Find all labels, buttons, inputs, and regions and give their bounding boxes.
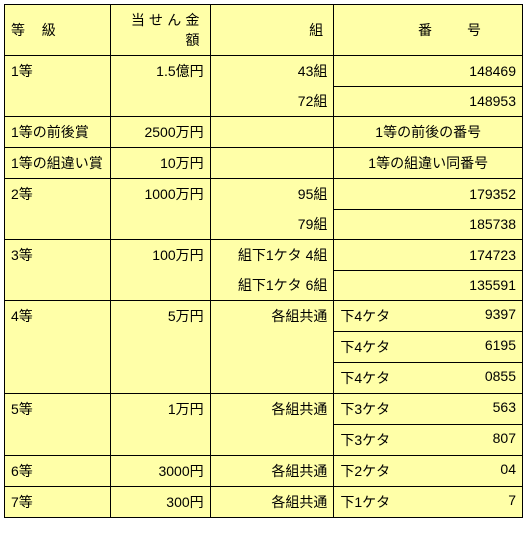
table-row: 7等300円各組共通下1ケタ 7 (5, 487, 523, 518)
header-group: 組 (210, 5, 334, 56)
number-value: 0855 (485, 368, 516, 388)
cell-grade (5, 209, 111, 240)
cell-amount (110, 209, 210, 240)
cell-number: 1等の前後の番号 (334, 117, 523, 148)
cell-amount: 300円 (110, 487, 210, 518)
number-value: 563 (493, 399, 516, 419)
cell-amount: 1.5億円 (110, 56, 210, 87)
cell-amount (110, 270, 210, 301)
cell-grade: 6等 (5, 456, 111, 487)
table-row: 組下1ケタ 6組135591 (5, 270, 523, 301)
table-row: 2等1000万円95組179352 (5, 179, 523, 210)
cell-grade: 3等 (5, 240, 111, 271)
table-row: 下3ケタ 807 (5, 425, 523, 456)
table-row: 5等1万円各組共通下3ケタ 563 (5, 394, 523, 425)
table-body: 1等1.5億円43組14846972組1489531等の前後賞2500万円1等の… (5, 56, 523, 518)
cell-number: 下4ケタ 9397 (334, 301, 523, 332)
cell-grade: 1等 (5, 56, 111, 87)
cell-amount (110, 363, 210, 394)
cell-number: 下2ケタ 04 (334, 456, 523, 487)
table-row: 6等3000円各組共通下2ケタ 04 (5, 456, 523, 487)
cell-grade: 1等の前後賞 (5, 117, 111, 148)
cell-group: 各組共通 (210, 487, 334, 518)
cell-group (210, 425, 334, 456)
cell-number: 下4ケタ 0855 (334, 363, 523, 394)
cell-grade: 1等の組違い賞 (5, 148, 111, 179)
cell-group: 72組 (210, 86, 334, 117)
number-value: 807 (493, 430, 516, 450)
table-row: 1等の前後賞2500万円 1等の前後の番号 (5, 117, 523, 148)
cell-group (210, 332, 334, 363)
table-row: 1等の組違い賞10万円 1等の組違い同番号 (5, 148, 523, 179)
cell-group: 79組 (210, 209, 334, 240)
cell-number: 148469 (334, 56, 523, 87)
cell-grade: 7等 (5, 487, 111, 518)
cell-amount: 1000万円 (110, 179, 210, 210)
number-prefix: 下4ケタ (340, 337, 390, 357)
cell-group (210, 148, 334, 179)
table-row: 3等100万円組下1ケタ 4組174723 (5, 240, 523, 271)
cell-amount (110, 425, 210, 456)
cell-number: 179352 (334, 179, 523, 210)
cell-number: 下3ケタ 807 (334, 425, 523, 456)
cell-number: 下3ケタ 563 (334, 394, 523, 425)
cell-grade (5, 270, 111, 301)
header-amount: 当せん金額 (110, 5, 210, 56)
cell-group: 95組 (210, 179, 334, 210)
cell-number: 185738 (334, 209, 523, 240)
table-row: 72組148953 (5, 86, 523, 117)
cell-group (210, 363, 334, 394)
number-value: 9397 (485, 306, 516, 326)
header-number: 番号 (334, 5, 523, 56)
lottery-results-table: 等級 当せん金額 組 番号 1等1.5億円43組14846972組1489531… (4, 4, 523, 518)
cell-number: 148953 (334, 86, 523, 117)
cell-group: 43組 (210, 56, 334, 87)
cell-amount: 100万円 (110, 240, 210, 271)
header-grade: 等級 (5, 5, 111, 56)
cell-group (210, 117, 334, 148)
cell-group: 組下1ケタ 6組 (210, 270, 334, 301)
cell-grade: 4等 (5, 301, 111, 332)
number-prefix: 下3ケタ (340, 399, 390, 419)
number-value: 04 (500, 461, 516, 481)
cell-grade (5, 332, 111, 363)
number-prefix: 下4ケタ (340, 306, 390, 326)
table-row: 下4ケタ 6195 (5, 332, 523, 363)
number-prefix: 下1ケタ (340, 492, 390, 512)
cell-grade (5, 363, 111, 394)
table-row: 下4ケタ 0855 (5, 363, 523, 394)
number-prefix: 下4ケタ (340, 368, 390, 388)
cell-number: 下4ケタ 6195 (334, 332, 523, 363)
cell-amount: 10万円 (110, 148, 210, 179)
cell-grade (5, 86, 111, 117)
cell-amount: 3000円 (110, 456, 210, 487)
cell-grade (5, 425, 111, 456)
header-row: 等級 当せん金額 組 番号 (5, 5, 523, 56)
cell-group: 組下1ケタ 4組 (210, 240, 334, 271)
table-row: 79組185738 (5, 209, 523, 240)
cell-amount: 1万円 (110, 394, 210, 425)
number-prefix: 下3ケタ (340, 430, 390, 450)
table-row: 4等5万円各組共通下4ケタ 9397 (5, 301, 523, 332)
number-value: 6195 (485, 337, 516, 357)
cell-group: 各組共通 (210, 301, 334, 332)
number-prefix: 下2ケタ (340, 461, 390, 481)
cell-number: 174723 (334, 240, 523, 271)
cell-amount: 5万円 (110, 301, 210, 332)
cell-number: 1等の組違い同番号 (334, 148, 523, 179)
cell-grade: 2等 (5, 179, 111, 210)
cell-group: 各組共通 (210, 394, 334, 425)
table-row: 1等1.5億円43組148469 (5, 56, 523, 87)
cell-number: 135591 (334, 270, 523, 301)
cell-amount (110, 332, 210, 363)
number-value: 7 (508, 492, 516, 512)
cell-amount: 2500万円 (110, 117, 210, 148)
cell-number: 下1ケタ 7 (334, 487, 523, 518)
cell-group: 各組共通 (210, 456, 334, 487)
cell-amount (110, 86, 210, 117)
cell-grade: 5等 (5, 394, 111, 425)
